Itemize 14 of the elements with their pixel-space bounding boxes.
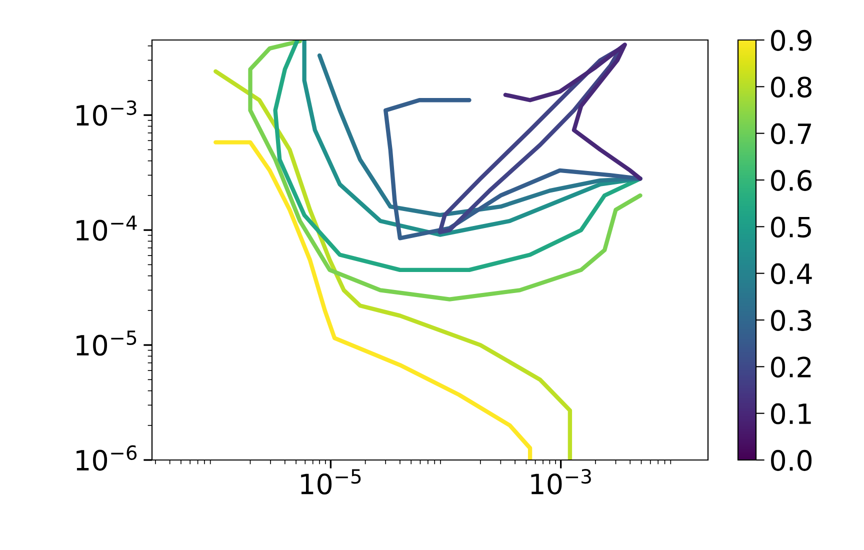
y-tick-label: 10$^{−4}$ [76, 216, 137, 241]
y-tick-label: 10$^{−5}$ [76, 330, 136, 356]
color-bar-label: 0.5 [771, 216, 811, 238]
color-bar-label: 0.0 [771, 450, 812, 471]
color-bar-label: 0.8 [771, 76, 812, 98]
y-tick-label: 10$^{−6}$ [76, 445, 137, 471]
color-bar-label: 0.3 [771, 310, 812, 331]
color-bar-label: 0.7 [771, 123, 811, 144]
color-bar-label: 0.9 [771, 30, 812, 51]
color-bar-label: 0.1 [771, 403, 811, 424]
color-bar-label: 0.6 [771, 170, 812, 191]
color-bar-label: 0.4 [771, 263, 812, 284]
color-bar-label: 0.2 [771, 356, 811, 378]
y-tick-label: 10$^{−3}$ [76, 100, 136, 126]
